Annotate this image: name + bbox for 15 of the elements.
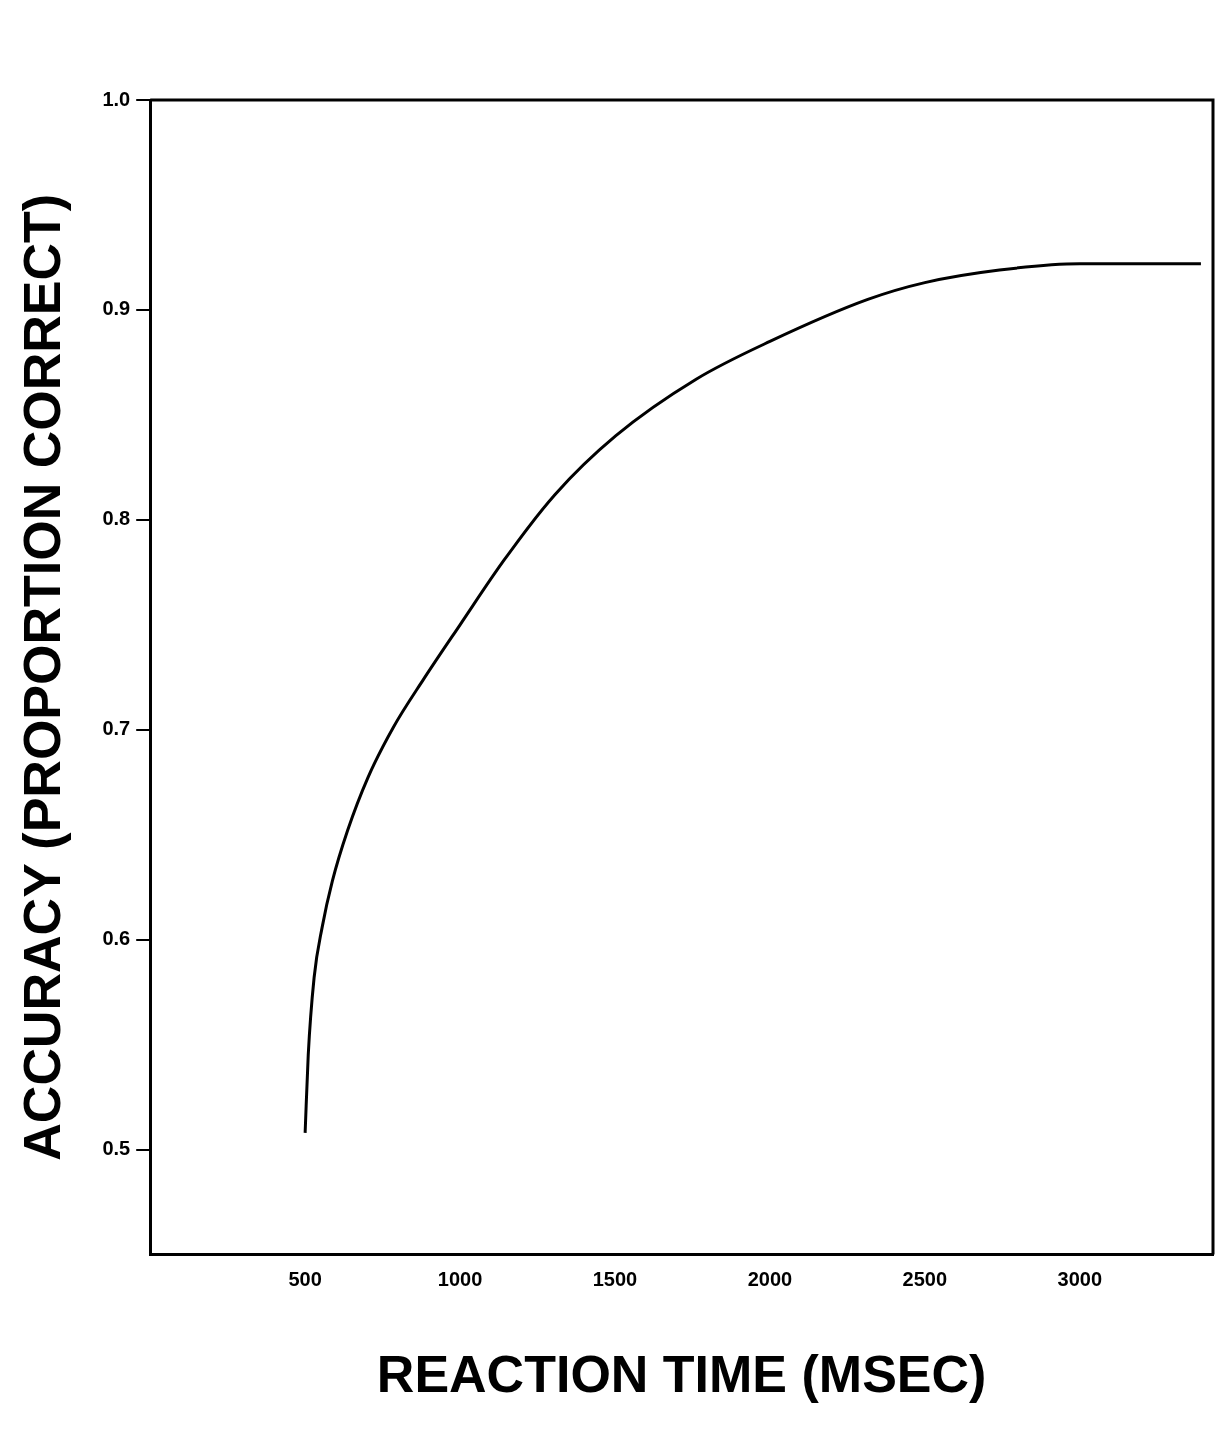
- y-tick-label: 0.9: [102, 297, 131, 320]
- x-tick-label: 2000: [747, 1268, 793, 1291]
- y-axis-title: ACCURACY (PROPORTION CORRECT): [12, 193, 71, 1161]
- x-axis-title: REACTION TIME (MSEC): [376, 1345, 987, 1404]
- x-tick-label: 2500: [902, 1268, 948, 1291]
- x-tick-label: 1500: [592, 1268, 638, 1291]
- x-tick-label: 1000: [437, 1268, 483, 1291]
- line-series: [303, 262, 1203, 1135]
- y-tick-label: 1.0: [102, 87, 131, 110]
- y-tick-label: 0.6: [102, 927, 131, 950]
- y-tick-label: 0.7: [102, 717, 131, 740]
- x-tick-label: 500: [288, 1268, 322, 1291]
- x-tick-label: 3000: [1057, 1268, 1103, 1291]
- y-tick-label: 0.8: [102, 507, 131, 530]
- y-tick-label: 0.5: [102, 1137, 131, 1160]
